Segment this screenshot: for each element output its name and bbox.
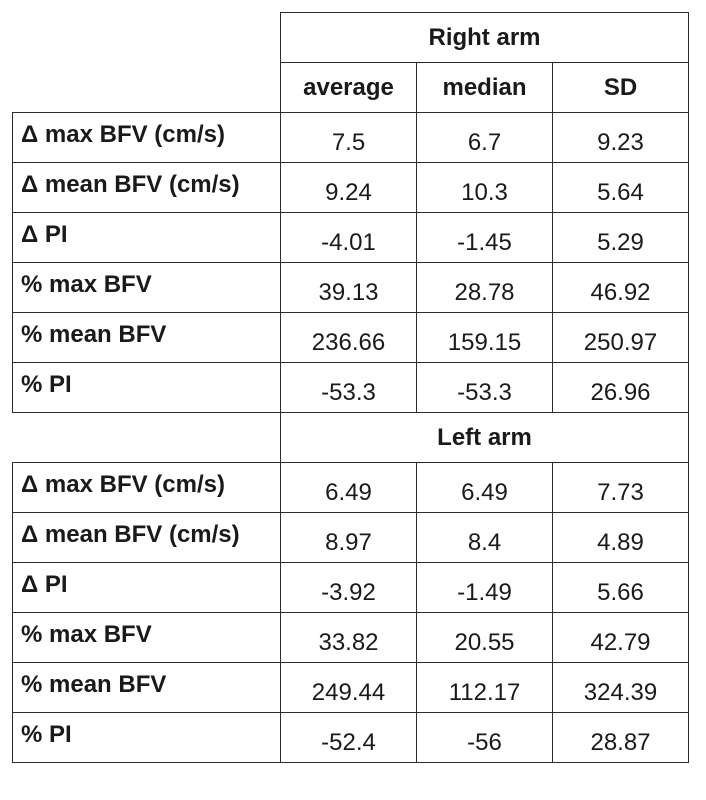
- cell-median: 6.49: [416, 462, 553, 513]
- section-title-row: Right arm: [12, 12, 689, 63]
- table-row: Δ max BFV (cm/s) 6.49 6.49 7.73: [12, 462, 689, 513]
- cell-average: -52.4: [280, 712, 417, 763]
- cell-average: -53.3: [280, 362, 417, 413]
- cell-average: 6.49: [280, 462, 417, 513]
- section-title-row: Left arm: [12, 412, 689, 463]
- cell-average: 33.82: [280, 612, 417, 663]
- blank-cell: [12, 12, 281, 63]
- cell-sd: 9.23: [552, 112, 689, 163]
- cell-sd: 250.97: [552, 312, 689, 363]
- cell-sd: 5.64: [552, 162, 689, 213]
- row-label: Δ PI: [12, 562, 281, 613]
- cell-sd: 28.87: [552, 712, 689, 763]
- cell-median: 8.4: [416, 512, 553, 563]
- cell-median: 28.78: [416, 262, 553, 313]
- row-label: % PI: [12, 362, 281, 413]
- column-header-average: average: [280, 62, 417, 113]
- column-header-row: average median SD: [12, 62, 689, 113]
- row-label: Δ mean BFV (cm/s): [12, 162, 281, 213]
- table-row: Δ PI -3.92 -1.49 5.66: [12, 562, 689, 613]
- cell-sd: 26.96: [552, 362, 689, 413]
- table-row: Δ PI -4.01 -1.45 5.29: [12, 212, 689, 263]
- cell-sd: 4.89: [552, 512, 689, 563]
- cell-median: -56: [416, 712, 553, 763]
- table-row: Δ mean BFV (cm/s) 8.97 8.4 4.89: [12, 512, 689, 563]
- row-label: Δ max BFV (cm/s): [12, 462, 281, 513]
- cell-median: -1.49: [416, 562, 553, 613]
- table-row: % PI -52.4 -56 28.87: [12, 712, 689, 763]
- column-header-sd: SD: [552, 62, 689, 113]
- column-header-median: median: [416, 62, 553, 113]
- cell-sd: 46.92: [552, 262, 689, 313]
- cell-average: 39.13: [280, 262, 417, 313]
- blank-cell: [12, 412, 281, 463]
- row-label: % mean BFV: [12, 662, 281, 713]
- cell-sd: 324.39: [552, 662, 689, 713]
- cell-average: -3.92: [280, 562, 417, 613]
- row-label: Δ max BFV (cm/s): [12, 112, 281, 163]
- table-row: % max BFV 39.13 28.78 46.92: [12, 262, 689, 313]
- cell-median: -1.45: [416, 212, 553, 263]
- section-title-left-arm: Left arm: [280, 412, 689, 463]
- cell-average: 249.44: [280, 662, 417, 713]
- table-row: Δ max BFV (cm/s) 7.5 6.7 9.23: [12, 112, 689, 163]
- cell-sd: 5.29: [552, 212, 689, 263]
- blank-cell: [12, 62, 281, 113]
- cell-median: 159.15: [416, 312, 553, 363]
- statistics-table: Right arm average median SD Δ max BFV (c…: [12, 12, 689, 763]
- table-row: Δ mean BFV (cm/s) 9.24 10.3 5.64: [12, 162, 689, 213]
- row-label: Δ PI: [12, 212, 281, 263]
- row-label: % mean BFV: [12, 312, 281, 363]
- cell-average: 8.97: [280, 512, 417, 563]
- table-row: % mean BFV 249.44 112.17 324.39: [12, 662, 689, 713]
- table-row: % PI -53.3 -53.3 26.96: [12, 362, 689, 413]
- row-label: % PI: [12, 712, 281, 763]
- table-row: % mean BFV 236.66 159.15 250.97: [12, 312, 689, 363]
- row-label: Δ mean BFV (cm/s): [12, 512, 281, 563]
- section-title-right-arm: Right arm: [280, 12, 689, 63]
- cell-median: 20.55: [416, 612, 553, 663]
- cell-average: 9.24: [280, 162, 417, 213]
- table-row: % max BFV 33.82 20.55 42.79: [12, 612, 689, 663]
- cell-median: 6.7: [416, 112, 553, 163]
- cell-median: 112.17: [416, 662, 553, 713]
- cell-average: 236.66: [280, 312, 417, 363]
- row-label: % max BFV: [12, 612, 281, 663]
- cell-average: -4.01: [280, 212, 417, 263]
- cell-median: 10.3: [416, 162, 553, 213]
- cell-average: 7.5: [280, 112, 417, 163]
- cell-median: -53.3: [416, 362, 553, 413]
- row-label: % max BFV: [12, 262, 281, 313]
- cell-sd: 5.66: [552, 562, 689, 613]
- cell-sd: 42.79: [552, 612, 689, 663]
- cell-sd: 7.73: [552, 462, 689, 513]
